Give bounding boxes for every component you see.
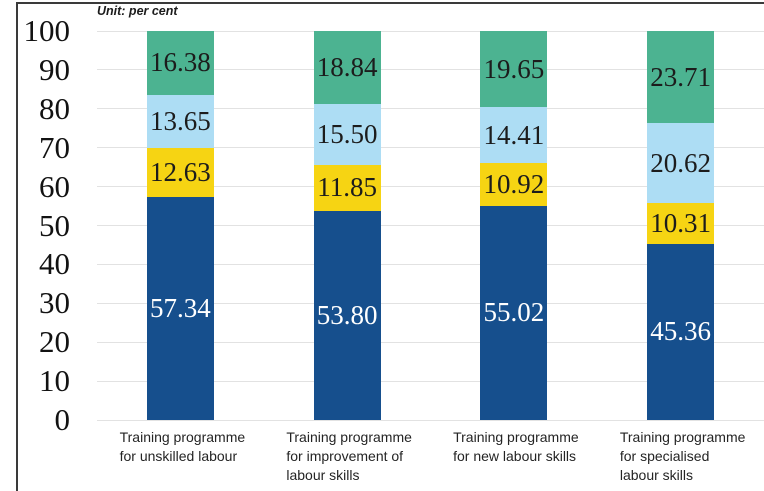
gridline-90 [97, 69, 764, 71]
category-label-4: Training programme for specialised labour … [620, 428, 746, 485]
bar-2-segment-top-share: 18.84 [313, 31, 381, 105]
category-label-line: labour skills [619, 467, 693, 483]
segment-value-label: 12.63 [150, 156, 211, 187]
y-tick-label: 40 [39, 246, 70, 282]
segment-value-label: 16.38 [150, 47, 211, 78]
segment-value-label: 53.80 [316, 299, 378, 330]
y-tick-label: 80 [39, 90, 70, 126]
bar-4-segment-bottom-share: 45.36 [647, 243, 715, 420]
y-tick-label: 70 [39, 129, 70, 165]
gridline-60 [97, 186, 764, 188]
y-tick-label: 30 [39, 285, 70, 321]
category-label-3: Training programme for new labour skills [453, 428, 579, 466]
segment-value-label: 57.34 [150, 292, 211, 323]
bar-3-segment-bottom-share: 55.02 [480, 205, 548, 420]
segment-value-label: 10.31 [650, 207, 711, 238]
segment-value-label: 45.36 [650, 316, 711, 347]
bar-1-segment-top-share: 16.38 [146, 31, 214, 95]
category-label-line: for improvement of [286, 448, 404, 464]
segment-value-label: 15.50 [316, 118, 378, 149]
plot-area: 57.34 12.63 13.65 16.38 53.80 11.85 15.50 18.84… [97, 30, 764, 421]
y-tick-label: 0 [54, 402, 71, 437]
segment-value-label: 19.65 [483, 53, 545, 84]
figure-left-border [16, 2, 18, 491]
gridline-20 [97, 341, 764, 343]
bar-1-segment-third-share: 13.65 [146, 94, 214, 148]
y-tick-label: 20 [39, 324, 70, 360]
segment-value-label: 20.62 [650, 147, 711, 178]
bar-4-segment-top-share: 23.71 [647, 31, 715, 124]
segment-value-label: 11.85 [317, 172, 377, 203]
bar-1-segment-second-share: 12.63 [146, 147, 214, 197]
bar-3-segment-second-share: 10.92 [480, 163, 548, 206]
bar-4-segment-third-share: 20.62 [647, 123, 715, 204]
y-tick-label: 50 [39, 207, 70, 243]
gridline-10 [97, 380, 764, 382]
bar-1-segment-bottom-share: 57.34 [146, 196, 214, 420]
bar-3-segment-third-share: 14.41 [480, 107, 548, 164]
category-label-line: Training programme [453, 429, 579, 445]
bar-3-segment-top-share: 19.65 [480, 31, 548, 108]
category-label-line: labour skills [286, 467, 360, 483]
gridline-30 [97, 302, 764, 304]
bar-2-segment-second-share: 11.85 [313, 164, 381, 211]
segment-value-label: 10.92 [483, 169, 545, 200]
gridline-0 [97, 419, 764, 421]
category-label-line: for specialised [619, 448, 710, 464]
segment-value-label: 14.41 [483, 119, 545, 150]
unit-label: Unit: per cent [97, 4, 178, 18]
bar-2-segment-bottom-share: 53.80 [313, 210, 381, 420]
gridline-100 [97, 30, 764, 32]
gridline-80 [97, 108, 764, 110]
y-tick-label: 90 [39, 51, 70, 87]
segment-value-label: 55.02 [483, 297, 545, 328]
segment-value-label: 23.71 [650, 61, 711, 92]
category-label-line: for new labour skills [453, 448, 577, 464]
y-tick-label: 10 [39, 363, 70, 399]
category-label-2: Training programme for improvement of labo… [286, 428, 412, 485]
bar-4-segment-second-share: 10.31 [647, 203, 715, 244]
category-label-line: Training programme [286, 429, 412, 445]
gridline-70 [97, 147, 764, 149]
y-tick-label: 60 [39, 168, 70, 204]
category-label-line: for unskilled labour [119, 448, 238, 464]
category-label-line: Training programme [119, 429, 246, 445]
gridline-40 [97, 263, 764, 265]
segment-value-label: 13.65 [150, 105, 211, 136]
y-tick-label: 100 [23, 13, 71, 48]
category-label-line: Training programme [619, 429, 746, 445]
segment-value-label: 18.84 [316, 52, 378, 83]
bar-2-segment-third-share: 15.50 [313, 104, 381, 165]
category-label-1: Training programme for unskilled labour [120, 428, 246, 466]
gridline-50 [97, 225, 764, 226]
figure-top-border [16, 2, 764, 4]
